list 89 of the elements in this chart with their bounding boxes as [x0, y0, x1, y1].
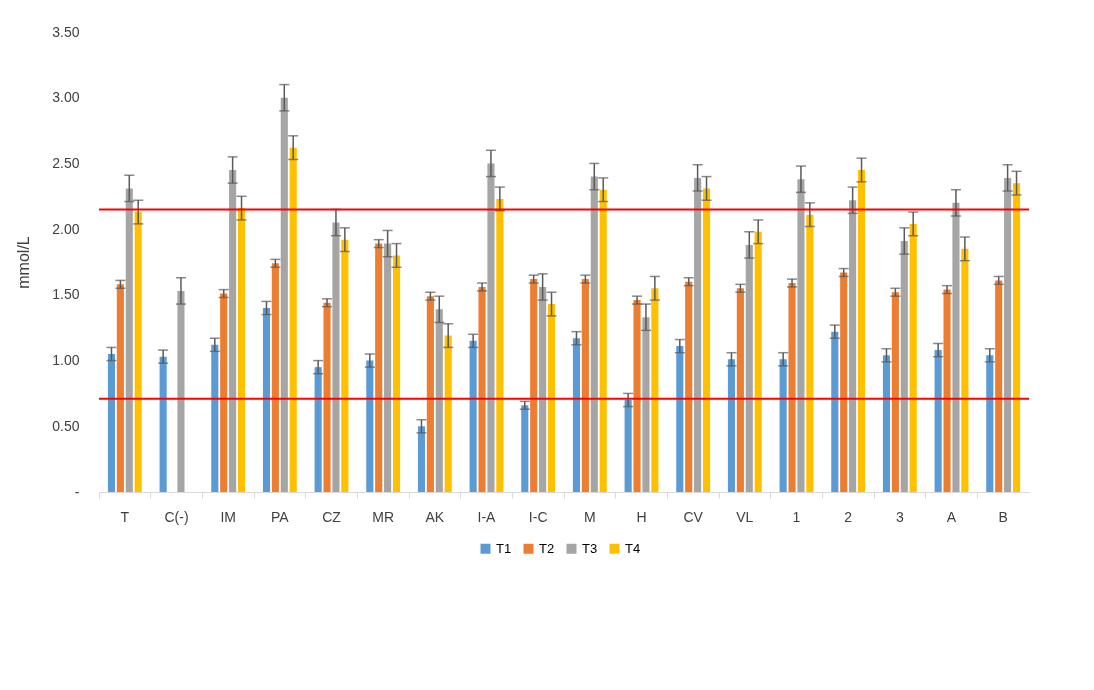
bar — [237, 208, 246, 492]
bar — [831, 331, 839, 492]
bar — [857, 170, 866, 492]
bar — [581, 279, 589, 492]
bar — [754, 231, 762, 492]
bar — [1004, 177, 1012, 492]
bar — [745, 244, 753, 492]
bar — [900, 240, 908, 492]
x-tick-label: CZ — [322, 508, 342, 525]
bar — [694, 177, 702, 492]
bar — [341, 239, 349, 492]
bar — [1012, 183, 1021, 492]
bar — [882, 355, 891, 492]
bar — [262, 308, 271, 492]
y-tick-label: 1.50 — [52, 286, 80, 303]
x-tick-label: MR — [372, 508, 395, 525]
bar — [849, 200, 857, 492]
y-tick-label: 3.50 — [52, 23, 80, 40]
bar — [788, 283, 796, 492]
y-tick-label: 0.50 — [52, 417, 80, 434]
x-tick-label: I-A — [477, 508, 497, 525]
bar — [909, 223, 917, 492]
bar — [134, 212, 142, 492]
y-axis-title: mmol/L — [15, 236, 33, 289]
x-tick-label: C(-) — [164, 508, 189, 525]
bar — [384, 243, 392, 492]
bar — [496, 198, 504, 492]
bar — [934, 350, 942, 492]
bar — [676, 346, 684, 492]
bar — [211, 344, 219, 492]
bar — [702, 188, 711, 492]
x-tick-label: PA — [271, 508, 290, 525]
bar — [952, 202, 960, 492]
y-tick-label: 1.00 — [52, 352, 80, 369]
bar — [797, 179, 805, 492]
bar — [547, 304, 556, 492]
bar — [366, 360, 374, 492]
y-tick-label: 2.00 — [52, 220, 80, 237]
x-tick-label: IM — [220, 508, 236, 525]
bar — [444, 335, 452, 492]
legend-label: T4 — [625, 540, 641, 556]
bar — [125, 188, 133, 492]
bar — [806, 214, 814, 492]
bar — [392, 255, 401, 492]
bar — [314, 367, 322, 492]
y-tick-label: - — [74, 483, 80, 500]
bar — [891, 292, 899, 492]
bar — [539, 286, 547, 492]
x-tick-label: 2 — [844, 508, 853, 525]
bar — [599, 189, 607, 492]
bar — [280, 97, 288, 492]
x-tick-label: H — [636, 508, 647, 525]
bar — [487, 163, 495, 492]
bar — [332, 222, 340, 492]
x-tick-label: 3 — [895, 508, 904, 525]
bar — [986, 355, 994, 492]
bar — [590, 176, 598, 492]
bar — [530, 279, 538, 492]
bar — [779, 359, 787, 492]
x-tick-label: B — [998, 508, 1008, 525]
legend-label: T2 — [539, 540, 555, 556]
x-tick-label: T — [120, 508, 130, 525]
y-tick-label: 3.00 — [52, 89, 80, 106]
bar — [633, 300, 641, 492]
bar — [289, 147, 297, 492]
x-tick-label: A — [946, 508, 957, 525]
bar — [107, 354, 116, 492]
x-tick-label: M — [584, 508, 596, 525]
bar — [469, 340, 477, 492]
legend-label: T3 — [582, 540, 598, 556]
x-tick-label: CV — [683, 508, 704, 525]
x-tick-label: I-C — [528, 508, 548, 525]
bar — [229, 170, 237, 492]
bar — [961, 248, 969, 492]
bar — [624, 400, 632, 492]
bar — [159, 356, 167, 492]
bar — [177, 290, 185, 492]
bar — [417, 426, 426, 492]
x-tick-label: 1 — [792, 508, 801, 525]
x-tick-label: VL — [736, 508, 754, 525]
x-tick-label: AK — [425, 508, 445, 525]
legend-label: T1 — [496, 540, 512, 556]
y-tick-label: 2.50 — [52, 154, 80, 171]
bar — [572, 338, 581, 492]
bar — [642, 317, 650, 492]
bar — [435, 309, 443, 492]
bar — [727, 359, 736, 492]
bar — [651, 288, 659, 492]
bar — [426, 296, 434, 492]
